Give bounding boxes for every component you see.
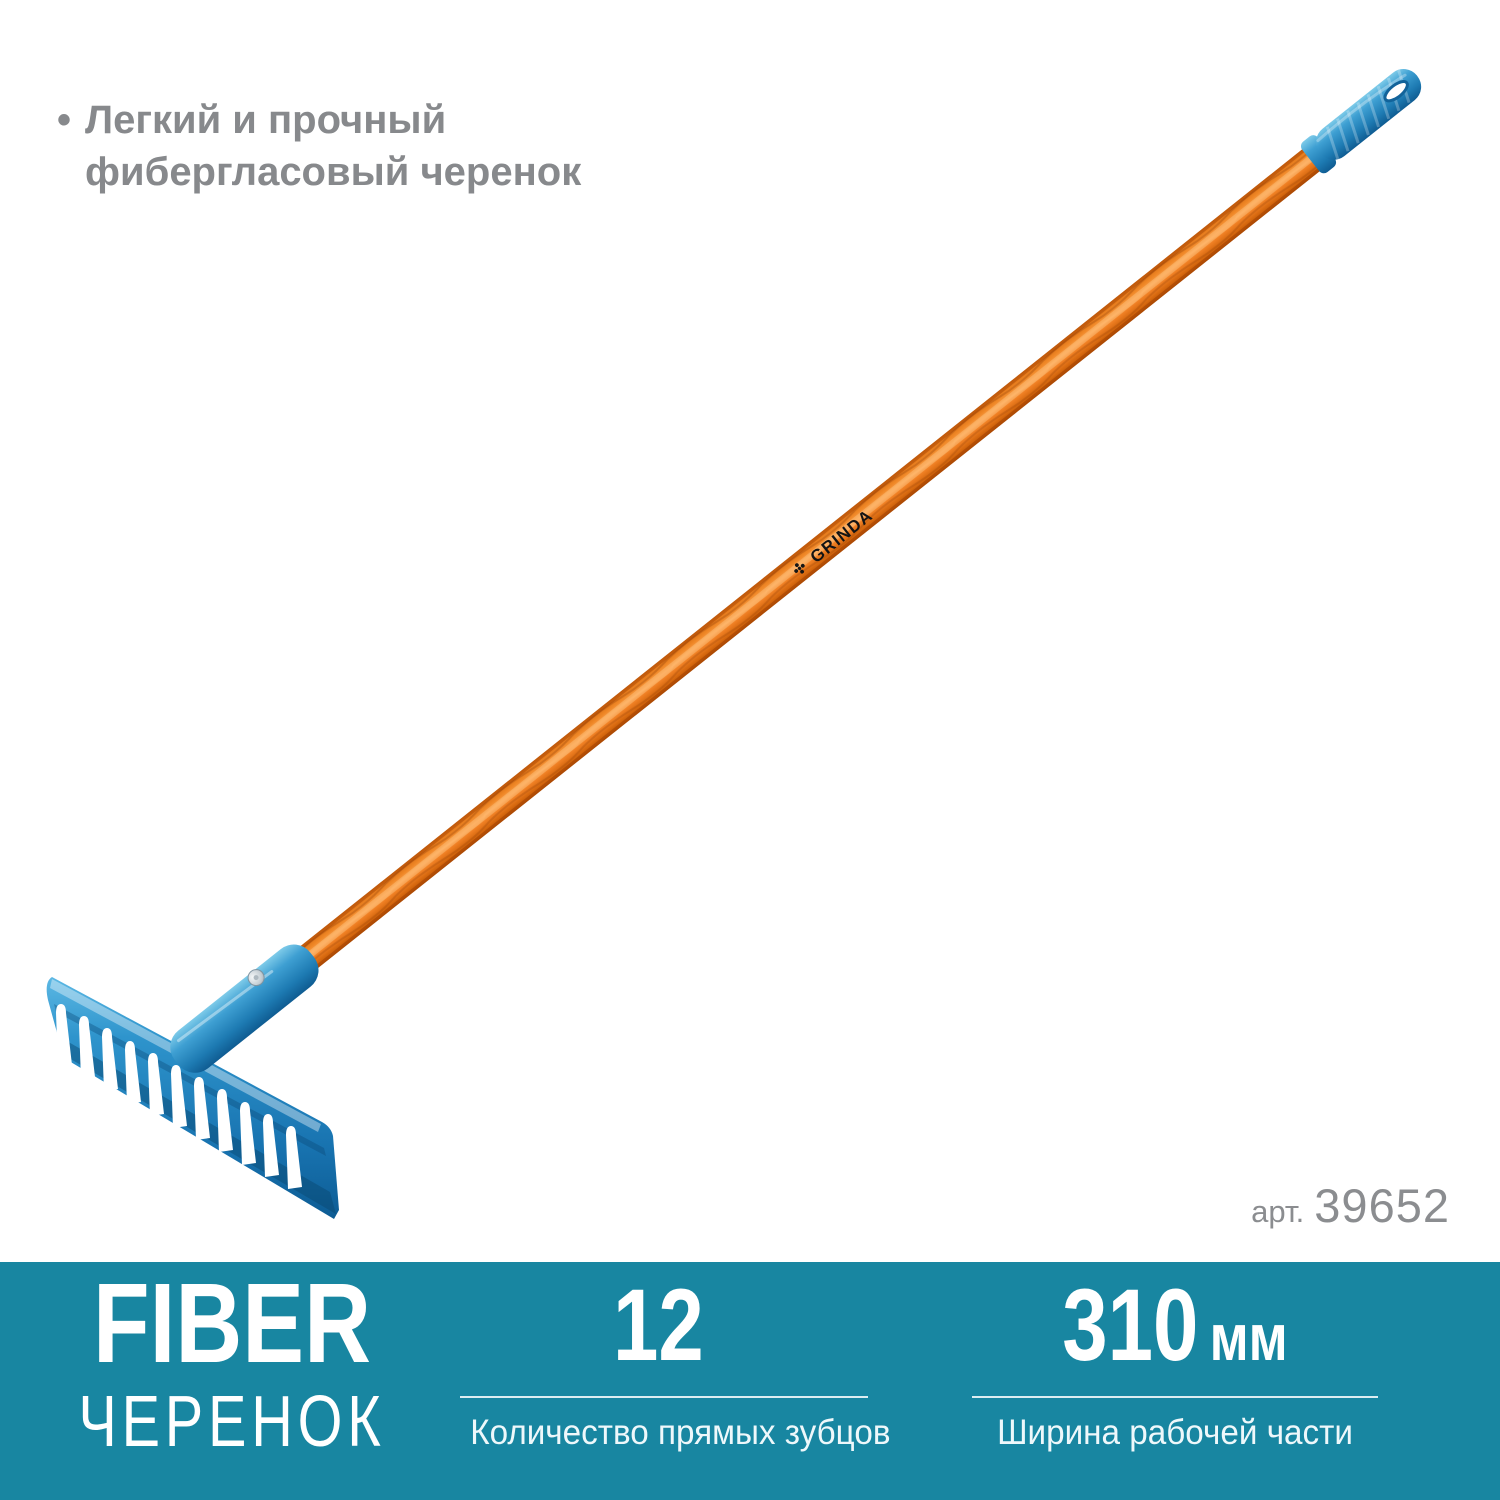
brand-logo-flower-icon <box>794 563 805 574</box>
article-number: арт. 39652 <box>1251 1178 1450 1233</box>
stat-unit: мм <box>1209 1300 1288 1374</box>
rake-handle: GRINDA <box>289 140 1331 977</box>
series-subtitle: ЧЕРЕНОК <box>78 1382 386 1462</box>
feature-bullet: • Легкий и прочный фибергласовый черенок <box>57 94 581 198</box>
feature-line-2: фибергласовый черенок <box>85 150 582 194</box>
stat-value: 12 <box>613 1268 704 1382</box>
feature-text: Легкий и прочный фибергласовый черенок <box>85 94 581 198</box>
stat-label: Ширина рабочей части <box>997 1413 1353 1452</box>
stat-divider <box>460 1396 868 1398</box>
rake-head <box>46 977 340 1219</box>
stat-working-width: 310 мм Ширина рабочей части <box>972 1262 1378 1500</box>
stat-divider <box>972 1396 1378 1398</box>
rake-grip <box>1300 68 1422 174</box>
series-title: FIBER <box>93 1260 371 1386</box>
article-label: арт. <box>1251 1194 1305 1229</box>
stat-value: 310 <box>1062 1268 1199 1382</box>
bullet-marker: • <box>57 98 72 142</box>
grip-hang-hole <box>1383 80 1409 103</box>
feature-line-1: Легкий и прочный <box>85 98 447 142</box>
stat-teeth-count: 12 Количество прямых зубцов <box>460 1262 891 1500</box>
stat-label: Количество прямых зубцов <box>470 1413 891 1452</box>
article-value: 39652 <box>1314 1179 1450 1232</box>
series-block: FIBER ЧЕРЕНОК <box>4 1262 460 1500</box>
rake-socket <box>170 944 319 1073</box>
spec-banner: FIBER ЧЕРЕНОК 12 Количество прямых зубцо… <box>0 1262 1500 1500</box>
